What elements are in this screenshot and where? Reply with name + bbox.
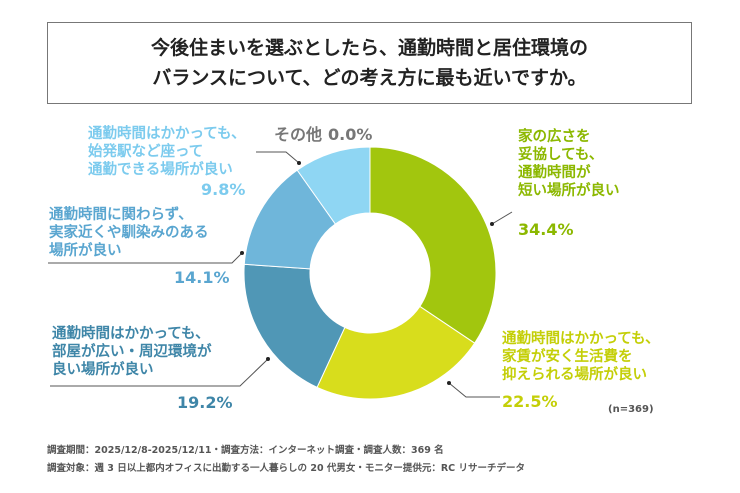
slice-label: その他 0.0%	[274, 126, 372, 144]
sample-size: (n=369)	[608, 404, 654, 415]
slice-label-line: 短い場所が良い	[518, 183, 620, 199]
slice-label-line: 通勤時間はかかっても、	[88, 126, 246, 142]
slice-label-line: 通勤時間はかかっても、	[502, 331, 660, 347]
slice-label-line: 場所が良い	[49, 243, 122, 259]
slice-label: 家の広さを妥協しても、 通勤時間が短い場所が良い	[518, 128, 620, 200]
leader-line	[256, 151, 300, 164]
leader-dot	[447, 381, 451, 385]
donut-slice	[316, 305, 476, 400]
slice-value: 34.4%	[518, 220, 574, 239]
leader-line	[48, 252, 243, 264]
donut-slice	[243, 263, 346, 389]
slice-label-line: 良い場所が良い	[52, 362, 154, 378]
slice-label-line: 通勤できる場所が良い	[88, 162, 233, 178]
leader-dot	[490, 222, 494, 226]
slice-label-line: 実家近くや馴染みのある	[49, 225, 209, 241]
slice-value: 9.8%	[201, 180, 246, 199]
leader-dot	[240, 251, 244, 255]
slice-label-line: 通勤時間が	[518, 165, 591, 181]
footer-line-1: 調査期間：2025/12/8-2025/12/11・調査方法：インターネット調査…	[47, 445, 444, 456]
slice-label-line: その他	[274, 125, 323, 144]
slice-label: 通勤時間はかかっても、 家賃が安く生活費を 抑えられる場所が良い	[502, 330, 660, 384]
slice-label-line: 妥協しても、	[518, 147, 604, 163]
leader-dot	[266, 357, 270, 361]
donut-slice	[369, 146, 497, 344]
leader-line	[491, 211, 513, 225]
slice-label: 通勤時間に関わらず、 実家近くや馴染みのある 場所が良い	[49, 206, 209, 260]
slice-label-line: 家賃が安く生活費を	[502, 349, 633, 365]
title-line-1: 今後住まいを選ぶとしたら、通勤時間と居住環境の	[150, 37, 588, 59]
slice-value: 0.0%	[328, 125, 373, 144]
slice-label: 通勤時間はかかっても、 始発駅など座って通勤できる場所が良い	[88, 125, 246, 179]
slice-label-line: 抑えられる場所が良い	[502, 367, 647, 383]
slice-value: 19.2%	[177, 393, 233, 412]
title-line-2: バランスについて、どの考え方に最も近いですか。	[152, 67, 587, 89]
leader-line	[50, 358, 269, 387]
slice-label-line: 家の広さを	[518, 129, 591, 145]
slice-label-line: 始発駅など座って	[88, 144, 204, 160]
slice-label: 通勤時間はかかっても、 部屋が広い・周辺環境が 良い場所が良い	[52, 325, 212, 379]
slice-value: 14.1%	[174, 268, 230, 287]
leader-dot	[297, 161, 301, 165]
donut-slice	[296, 146, 371, 225]
slice-value: 22.5%	[502, 392, 558, 411]
slice-label-line: 通勤時間はかかっても、	[52, 326, 210, 342]
leader-line	[448, 382, 500, 398]
chart-title: 今後住まいを選ぶとしたら、通勤時間と居住環境の バランスについて、どの考え方に最…	[47, 22, 692, 104]
slice-label-line: 部屋が広い・周辺環境が	[52, 344, 212, 360]
footer-line-2: 調査対象：週 3 日以上都内オフィスに出勤する一人暮らしの 20 代男女・モニタ…	[47, 463, 525, 474]
slice-label-line: 通勤時間に関わらず、	[49, 207, 193, 223]
